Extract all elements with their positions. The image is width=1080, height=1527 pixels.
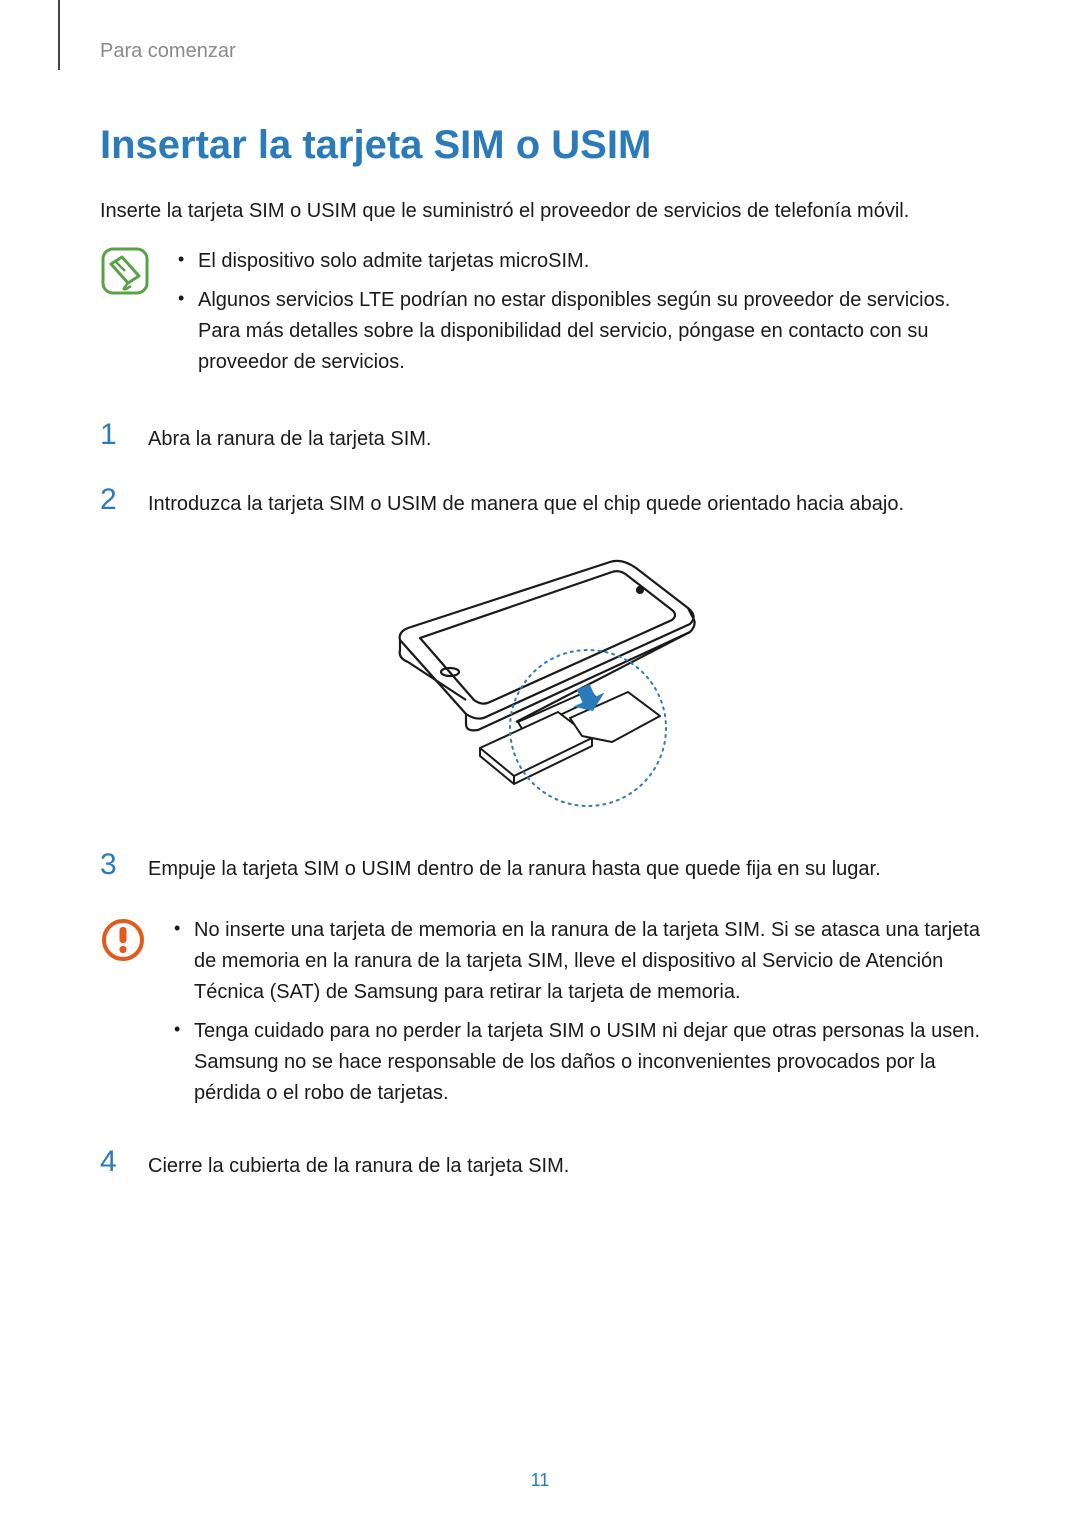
header-rule [58, 0, 60, 70]
info-note-icon [100, 246, 150, 296]
page-title: Insertar la tarjeta SIM o USIM [100, 123, 980, 168]
step-number: 3 [100, 850, 130, 880]
breadcrumb: Para comenzar [100, 40, 980, 63]
page-number: 11 [0, 1470, 1080, 1491]
intro-paragraph: Inserte la tarjeta SIM o USIM que le sum… [100, 196, 980, 226]
caution-note-item: Tenga cuidado para no perder la tarjeta … [168, 1016, 980, 1109]
step-text: Cierre la cubierta de la ranura de la ta… [148, 1147, 980, 1182]
caution-note-item: No inserte una tarjeta de memoria en la … [168, 915, 980, 1008]
caution-note-box: No inserte una tarjeta de memoria en la … [100, 915, 980, 1117]
step-3: 3 Empuje la tarjeta SIM o USIM dentro de… [100, 850, 980, 885]
step-text: Empuje la tarjeta SIM o USIM dentro de l… [148, 850, 980, 885]
step-number: 1 [100, 420, 130, 450]
steps-list-continued: 3 Empuje la tarjeta SIM o USIM dentro de… [100, 850, 980, 885]
info-note-list: El dispositivo solo admite tarjetas micr… [172, 246, 980, 386]
step-2: 2 Introduzca la tarjeta SIM o USIM de ma… [100, 485, 980, 520]
steps-list: 1 Abra la ranura de la tarjeta SIM. 2 In… [100, 420, 980, 520]
caution-note-list: No inserte una tarjeta de memoria en la … [168, 915, 980, 1117]
step-text: Abra la ranura de la tarjeta SIM. [148, 420, 980, 455]
sim-insert-diagram [100, 550, 980, 810]
step-4: 4 Cierre la cubierta de la ranura de la … [100, 1147, 980, 1182]
info-note-box: El dispositivo solo admite tarjetas micr… [100, 246, 980, 386]
info-note-item: Algunos servicios LTE podrían no estar d… [172, 285, 980, 378]
step-text: Introduzca la tarjeta SIM o USIM de mane… [148, 485, 980, 520]
steps-list-final: 4 Cierre la cubierta de la ranura de la … [100, 1147, 980, 1182]
info-note-item: El dispositivo solo admite tarjetas micr… [172, 246, 980, 277]
step-number: 2 [100, 485, 130, 515]
page-content: Para comenzar Insertar la tarjeta SIM o … [0, 0, 1080, 1272]
step-1: 1 Abra la ranura de la tarjeta SIM. [100, 420, 980, 455]
step-number: 4 [100, 1147, 130, 1177]
caution-icon [100, 917, 146, 963]
